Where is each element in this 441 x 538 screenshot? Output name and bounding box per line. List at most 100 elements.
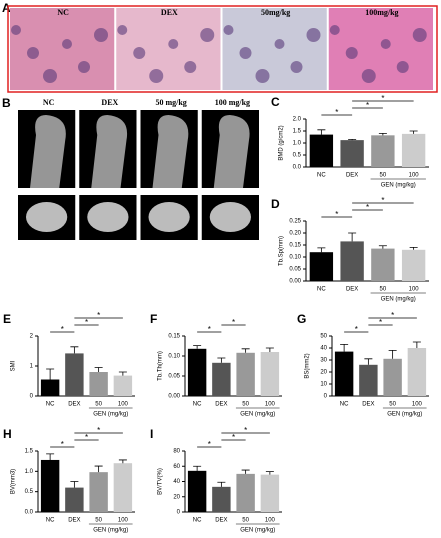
tissue-detail bbox=[94, 28, 108, 42]
panel-letter: C bbox=[271, 95, 280, 109]
panel-letter: G bbox=[297, 312, 306, 326]
error-bar bbox=[118, 459, 127, 464]
panel-letter: H bbox=[3, 427, 12, 441]
x-tick-label: DEX bbox=[68, 402, 80, 408]
x-tick-label: NC bbox=[46, 402, 55, 408]
y-tick-label: 0 bbox=[30, 394, 34, 400]
x-axis-label: GEN (mg/kg) bbox=[381, 183, 416, 189]
x-tick-label: 100 bbox=[409, 173, 420, 179]
error-bar bbox=[217, 357, 226, 363]
error-bar bbox=[217, 481, 226, 487]
histology-image bbox=[328, 8, 433, 90]
sig-label: * bbox=[232, 318, 235, 327]
error-bar bbox=[70, 346, 79, 354]
y-axis-label: BMD (g/cm2) bbox=[279, 125, 285, 160]
bar bbox=[309, 252, 334, 281]
y-tick-label: 0.15 bbox=[168, 334, 180, 340]
bar bbox=[359, 364, 378, 396]
bar bbox=[309, 134, 334, 167]
section-shape bbox=[26, 202, 68, 232]
sig-label: * bbox=[97, 426, 100, 435]
panel-border bbox=[7, 5, 438, 93]
x-tick-label: 100 bbox=[265, 402, 276, 408]
error-bar bbox=[348, 139, 357, 141]
y-axis-label: BV/TV(%) bbox=[158, 468, 164, 495]
tissue-detail bbox=[380, 39, 391, 49]
sig-label: * bbox=[61, 440, 64, 449]
panel-letter: D bbox=[271, 197, 280, 211]
x-axis-label: GEN (mg/kg) bbox=[240, 412, 275, 418]
histology-image bbox=[116, 8, 221, 90]
bar bbox=[40, 379, 60, 396]
histology-image bbox=[10, 8, 115, 90]
error-bar bbox=[70, 481, 79, 488]
tissue-detail bbox=[396, 61, 409, 73]
sig-label: * bbox=[244, 426, 247, 435]
error-bar bbox=[46, 368, 55, 380]
x-tick-label: 50 bbox=[95, 518, 102, 524]
error-bar bbox=[46, 453, 55, 460]
tissue-detail bbox=[274, 39, 285, 49]
x-tick-label: 50 bbox=[242, 518, 249, 524]
tissue-detail bbox=[149, 69, 164, 83]
bar bbox=[407, 348, 427, 396]
y-tick-label: 0.25 bbox=[289, 219, 301, 225]
y-tick-label: 2 bbox=[30, 334, 34, 340]
panel-letter: B bbox=[2, 96, 11, 110]
sig-label: * bbox=[61, 325, 64, 334]
x-tick-label: 50 bbox=[380, 287, 387, 293]
tissue-detail bbox=[184, 61, 197, 73]
x-tick-label: 50 bbox=[95, 402, 102, 408]
y-tick-label: 0.5 bbox=[25, 489, 34, 495]
tissue-detail bbox=[200, 28, 215, 42]
sig-label: * bbox=[85, 433, 88, 442]
tissue-detail bbox=[412, 28, 427, 42]
sig-label: * bbox=[85, 318, 88, 327]
error-bar bbox=[348, 232, 357, 242]
sig-label: * bbox=[208, 325, 211, 334]
x-tick-label: 100 bbox=[118, 402, 129, 408]
error-bar bbox=[265, 471, 274, 475]
y-tick-label: 0.05 bbox=[168, 374, 180, 380]
tissue-detail bbox=[290, 61, 303, 73]
error-bar bbox=[378, 133, 387, 136]
tissue-detail bbox=[78, 61, 90, 73]
y-axis-label: BV(mm3) bbox=[11, 469, 17, 494]
bar bbox=[371, 248, 395, 281]
sig-label: * bbox=[355, 325, 358, 334]
bar bbox=[383, 358, 402, 396]
bar bbox=[260, 474, 280, 512]
error-bar bbox=[317, 129, 326, 135]
sig-label: * bbox=[381, 196, 384, 205]
sig-label: * bbox=[366, 101, 369, 110]
sig-label: * bbox=[379, 318, 382, 327]
x-tick-label: 100 bbox=[118, 518, 129, 524]
bar bbox=[401, 133, 426, 167]
section-shape bbox=[148, 202, 190, 232]
bone-shape bbox=[91, 115, 128, 188]
bar bbox=[65, 353, 84, 396]
x-tick-label: 100 bbox=[265, 518, 276, 524]
y-tick-label: 1 bbox=[30, 364, 34, 370]
y-tick-label: 0.15 bbox=[289, 243, 301, 249]
tissue-detail bbox=[133, 47, 146, 59]
panel-letter: E bbox=[3, 312, 11, 326]
x-axis-label: GEN (mg/kg) bbox=[93, 528, 128, 534]
error-bar bbox=[94, 367, 103, 372]
tissue-detail bbox=[27, 47, 39, 59]
y-axis-label: Tb.Th(mm) bbox=[158, 351, 164, 381]
bone-shape bbox=[152, 115, 189, 188]
panel-letter: F bbox=[150, 312, 157, 326]
image-label: 100 mg/kg bbox=[215, 98, 250, 107]
bar bbox=[187, 348, 207, 396]
tissue-detail bbox=[329, 25, 340, 35]
x-tick-label: NC bbox=[317, 173, 326, 179]
y-tick-label: 60 bbox=[173, 464, 180, 470]
y-tick-label: 0 bbox=[177, 510, 181, 516]
image-label: 100mg/kg bbox=[365, 8, 398, 17]
y-tick-label: 10 bbox=[320, 382, 327, 388]
y-tick-label: 0.0 bbox=[25, 510, 34, 516]
bar bbox=[334, 351, 354, 396]
y-tick-label: 0.05 bbox=[289, 267, 301, 273]
x-tick-label: 100 bbox=[412, 402, 423, 408]
